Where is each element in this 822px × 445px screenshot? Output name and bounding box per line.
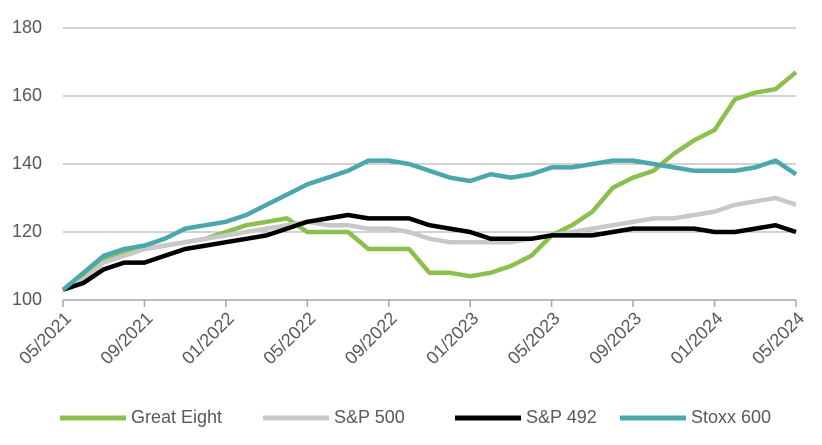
series-line bbox=[61, 195, 797, 292]
x-tick-label: 05/2021 bbox=[15, 308, 75, 368]
y-tick-label: 140 bbox=[12, 153, 42, 173]
x-tick-label: 01/2023 bbox=[422, 308, 482, 368]
series-line bbox=[61, 70, 798, 292]
x-tick-label: 09/2022 bbox=[341, 308, 401, 368]
series-line bbox=[62, 212, 797, 292]
legend-label: S&P 500 bbox=[334, 407, 405, 427]
y-tick-label: 100 bbox=[12, 289, 42, 309]
x-tick-label: 01/2022 bbox=[178, 308, 238, 368]
y-tick-label: 180 bbox=[12, 17, 42, 37]
x-tick-label: 09/2021 bbox=[96, 308, 156, 368]
legend-label: Stoxx 600 bbox=[691, 407, 771, 427]
legend-label: S&P 492 bbox=[526, 407, 597, 427]
x-tick-label: 05/2023 bbox=[504, 308, 564, 368]
x-tick-label: 09/2023 bbox=[585, 308, 645, 368]
y-tick-label: 120 bbox=[12, 221, 42, 241]
x-tick-label: 05/2024 bbox=[748, 308, 808, 368]
x-tick-label: 05/2022 bbox=[259, 308, 319, 368]
series-line bbox=[61, 158, 798, 292]
legend-label: Great Eight bbox=[131, 407, 222, 427]
y-tick-label: 160 bbox=[12, 85, 42, 105]
x-tick-label: 01/2024 bbox=[667, 308, 727, 368]
